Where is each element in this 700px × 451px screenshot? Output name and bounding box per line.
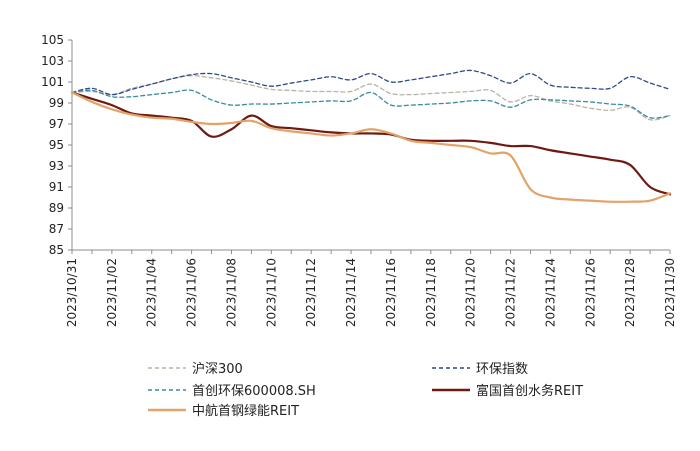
- y-tick-label: 99: [49, 96, 64, 110]
- y-axis-ticks: 85 87 89 91 93 95 97 99 101 103 105: [41, 33, 72, 257]
- x-tick-label: 2023/11/16: [384, 258, 398, 327]
- x-tick-label: 2023/11/20: [464, 258, 478, 327]
- series-lines: [70, 69, 672, 203]
- x-tick-label: 2023/11/14: [344, 258, 358, 327]
- y-tick-label: 97: [49, 117, 64, 131]
- x-tick-label: 2023/11/24: [543, 258, 557, 327]
- y-tick-label: 103: [41, 54, 64, 68]
- series-line-5: [70, 91, 672, 203]
- y-tick-label: 89: [49, 201, 64, 215]
- y-tick-label: 91: [49, 180, 64, 194]
- series-line-4: [70, 91, 672, 196]
- x-tick-label: 2023/11/30: [663, 258, 677, 327]
- y-tick-label: 101: [41, 75, 64, 89]
- x-tick-label: 2023/11/22: [504, 258, 518, 327]
- legend-label-2: 环保指数: [476, 362, 528, 377]
- x-tick-label: 2023/11/26: [583, 258, 597, 327]
- legend-label-3: 首创环保600008.SH: [192, 384, 316, 399]
- x-tick-label: 2023/11/08: [224, 258, 238, 327]
- x-tick-label: 2023/11/10: [264, 258, 278, 327]
- x-tick-label: 2023/11/04: [145, 258, 159, 327]
- legend-label-5: 中航首钢绿能REIT: [192, 403, 299, 419]
- x-tick-label: 2023/11/06: [185, 258, 199, 327]
- y-tick-label: 85: [49, 243, 64, 257]
- series-line-3: [71, 89, 671, 119]
- y-tick-label: 93: [49, 159, 64, 173]
- series-line-2: [71, 69, 671, 96]
- x-tick-label: 2023/10/31: [65, 258, 79, 327]
- y-tick-label: 105: [41, 33, 64, 47]
- x-tick-label: 2023/11/18: [424, 258, 438, 327]
- legend-label-4: 富国首创水务REIT: [476, 383, 583, 399]
- x-axis-ticks: 2023/10/31 2023/11/02 2023/11/04 2023/11/06…: [65, 250, 677, 327]
- legend-label-1: 沪深300: [192, 361, 243, 377]
- y-tick-label: 87: [49, 222, 64, 236]
- x-tick-label: 2023/11/28: [623, 258, 637, 327]
- series-line-1: [71, 75, 671, 121]
- x-tick-label: 2023/11/02: [105, 258, 119, 327]
- x-tick-label: 2023/11/12: [304, 258, 318, 327]
- y-tick-label: 95: [49, 138, 64, 152]
